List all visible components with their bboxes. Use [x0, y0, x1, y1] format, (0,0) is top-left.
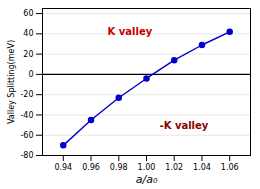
svg-text:-20: -20 — [20, 90, 33, 99]
svg-text:40: 40 — [23, 29, 33, 38]
svg-text:0.94: 0.94 — [54, 163, 72, 172]
svg-text:0.96: 0.96 — [82, 163, 100, 172]
svg-text:-80: -80 — [20, 151, 33, 160]
svg-text:-40: -40 — [20, 111, 33, 120]
svg-text:60: 60 — [23, 9, 33, 18]
svg-text:-60: -60 — [20, 131, 33, 140]
svg-text:0.98: 0.98 — [110, 163, 128, 172]
svg-text:20: 20 — [23, 50, 33, 59]
svg-text:0: 0 — [28, 70, 33, 79]
svg-text:1.06: 1.06 — [221, 163, 239, 172]
svg-text:1.04: 1.04 — [193, 163, 211, 172]
svg-text:K valley: K valley — [108, 26, 153, 37]
svg-text:Valley Splitting(meV): Valley Splitting(meV) — [7, 40, 16, 124]
svg-text:a/a₀: a/a₀ — [136, 173, 158, 186]
svg-text:1.00: 1.00 — [138, 163, 156, 172]
svg-text:-K valley: -K valley — [160, 120, 209, 131]
svg-text:1.02: 1.02 — [165, 163, 183, 172]
